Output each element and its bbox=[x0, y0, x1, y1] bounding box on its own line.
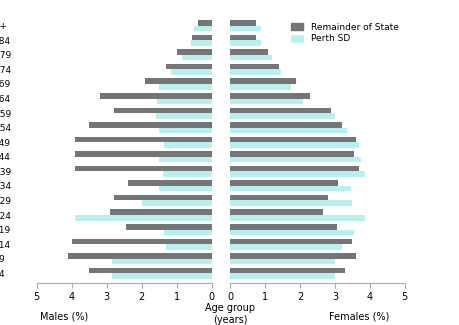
Bar bbox=[230, 84, 291, 89]
Bar bbox=[194, 26, 211, 31]
Bar bbox=[89, 122, 211, 128]
Bar bbox=[230, 122, 341, 128]
Bar bbox=[230, 55, 271, 60]
Bar bbox=[230, 210, 322, 215]
Bar bbox=[164, 229, 211, 235]
Bar bbox=[230, 78, 296, 84]
Bar bbox=[230, 70, 280, 75]
Bar bbox=[230, 128, 347, 133]
Bar bbox=[230, 108, 330, 113]
Bar bbox=[230, 201, 352, 206]
Bar bbox=[230, 239, 352, 244]
Bar bbox=[230, 195, 327, 201]
Bar bbox=[166, 244, 211, 250]
Bar bbox=[164, 142, 211, 148]
Bar bbox=[230, 151, 353, 157]
Bar bbox=[159, 84, 211, 89]
Bar bbox=[230, 229, 353, 235]
Bar bbox=[157, 98, 211, 104]
Bar bbox=[230, 215, 364, 221]
Bar bbox=[230, 26, 261, 31]
Bar bbox=[155, 113, 211, 119]
Bar bbox=[159, 128, 211, 133]
Bar bbox=[112, 273, 211, 279]
Bar bbox=[100, 93, 211, 98]
Bar bbox=[230, 166, 358, 171]
Bar bbox=[75, 166, 211, 171]
Text: Males (%): Males (%) bbox=[40, 312, 88, 322]
Bar bbox=[230, 93, 310, 98]
Bar bbox=[126, 224, 211, 229]
Bar bbox=[230, 268, 345, 273]
Bar bbox=[230, 35, 256, 40]
Bar bbox=[230, 98, 303, 104]
Bar bbox=[68, 253, 211, 259]
Bar bbox=[166, 64, 211, 70]
Bar bbox=[171, 70, 211, 75]
Bar bbox=[230, 253, 355, 259]
Bar bbox=[128, 180, 211, 186]
Bar bbox=[72, 239, 211, 244]
Bar bbox=[141, 201, 211, 206]
Bar bbox=[75, 137, 211, 142]
Bar bbox=[230, 20, 256, 26]
Bar bbox=[230, 244, 341, 250]
Bar bbox=[162, 171, 211, 177]
Bar bbox=[181, 55, 211, 60]
Legend: Remainder of State, Perth SD: Remainder of State, Perth SD bbox=[288, 21, 399, 45]
Bar bbox=[176, 49, 211, 55]
Text: Females (%): Females (%) bbox=[328, 312, 388, 322]
Text: Age group
(years): Age group (years) bbox=[205, 303, 254, 325]
Bar bbox=[89, 268, 211, 273]
Bar bbox=[192, 35, 211, 40]
Bar bbox=[75, 151, 211, 157]
Bar bbox=[112, 259, 211, 264]
Bar bbox=[113, 195, 211, 201]
Bar bbox=[230, 171, 364, 177]
Bar bbox=[230, 273, 334, 279]
Bar bbox=[230, 224, 336, 229]
Bar bbox=[75, 215, 211, 221]
Bar bbox=[230, 142, 358, 148]
Bar bbox=[159, 186, 211, 191]
Bar bbox=[159, 157, 211, 162]
Bar bbox=[230, 180, 338, 186]
Bar bbox=[230, 137, 355, 142]
Bar bbox=[230, 259, 334, 264]
Bar bbox=[230, 157, 360, 162]
Bar bbox=[230, 113, 334, 119]
Bar bbox=[113, 108, 211, 113]
Bar bbox=[230, 186, 350, 191]
Bar bbox=[230, 64, 278, 70]
Bar bbox=[230, 49, 268, 55]
Bar bbox=[230, 40, 261, 46]
Bar bbox=[145, 78, 211, 84]
Bar bbox=[110, 210, 211, 215]
Bar bbox=[190, 40, 211, 46]
Bar bbox=[197, 20, 211, 26]
